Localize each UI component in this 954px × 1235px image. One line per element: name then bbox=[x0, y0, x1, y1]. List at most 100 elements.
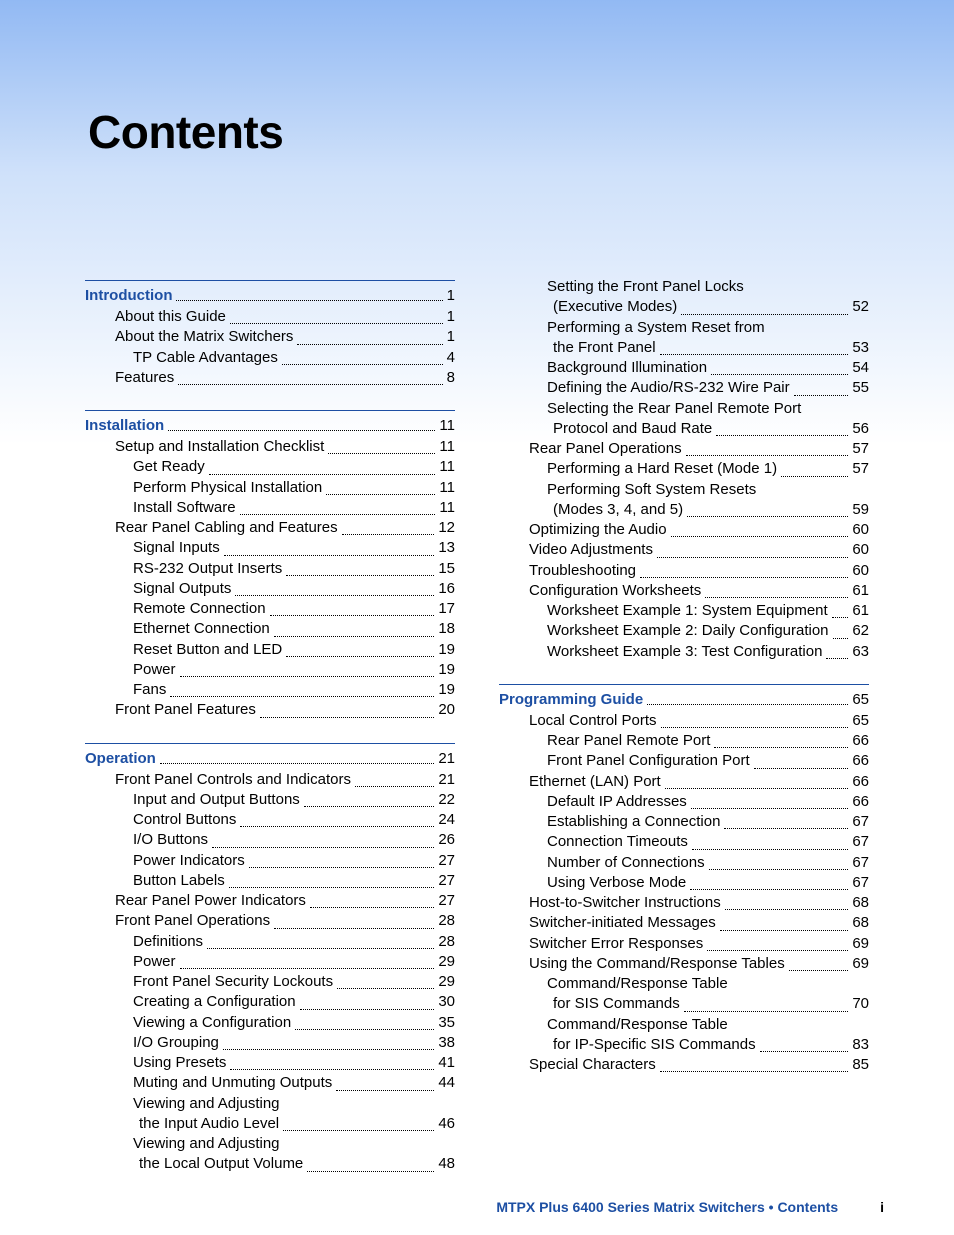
toc-entry[interactable]: Front Panel Configuration Port66 bbox=[499, 751, 869, 771]
toc-entry[interactable]: Signal Outputs16 bbox=[85, 579, 455, 599]
toc-entry[interactable]: Defining the Audio/RS-232 Wire Pair55 bbox=[499, 378, 869, 398]
toc-entry[interactable]: Rear Panel Cabling and Features12 bbox=[85, 518, 455, 538]
toc-entry[interactable]: for SIS Commands70 bbox=[499, 994, 869, 1014]
toc-entry-label: Rear Panel Operations bbox=[529, 439, 682, 459]
toc-section-heading[interactable]: Programming Guide65 bbox=[499, 691, 869, 708]
toc-entry[interactable]: Front Panel Features20 bbox=[85, 700, 455, 720]
toc-entry-page: 28 bbox=[438, 911, 455, 931]
toc-entry-label: Using the Command/Response Tables bbox=[529, 954, 785, 974]
toc-entry[interactable]: Performing Soft System Resets bbox=[499, 480, 869, 500]
toc-entry[interactable]: Power Indicators27 bbox=[85, 851, 455, 871]
toc-entries: Front Panel Controls and Indicators21Inp… bbox=[85, 770, 455, 1175]
toc-entry[interactable]: Default IP Addresses66 bbox=[499, 792, 869, 812]
toc-entry[interactable]: Viewing and Adjusting bbox=[85, 1134, 455, 1154]
toc-entry[interactable]: Worksheet Example 2: Daily Configuration… bbox=[499, 621, 869, 641]
toc-entry[interactable]: Rear Panel Power Indicators27 bbox=[85, 891, 455, 911]
toc-section-label: Installation bbox=[85, 417, 164, 434]
toc-leader-dots bbox=[170, 696, 434, 697]
toc-entry[interactable]: Ethernet Connection18 bbox=[85, 619, 455, 639]
toc-entry[interactable]: Setup and Installation Checklist11 bbox=[85, 437, 455, 457]
toc-entry[interactable]: Worksheet Example 1: System Equipment61 bbox=[499, 601, 869, 621]
toc-entry[interactable]: Button Labels27 bbox=[85, 871, 455, 891]
toc-entry-label: Defining the Audio/RS-232 Wire Pair bbox=[547, 378, 790, 398]
toc-entry[interactable]: Remote Connection17 bbox=[85, 599, 455, 619]
toc-entry[interactable]: Special Characters85 bbox=[499, 1055, 869, 1075]
toc-entry[interactable]: Power29 bbox=[85, 952, 455, 972]
toc-entry[interactable]: Viewing a Configuration35 bbox=[85, 1013, 455, 1033]
toc-entry[interactable]: Optimizing the Audio60 bbox=[499, 520, 869, 540]
toc-entry[interactable]: I/O Buttons26 bbox=[85, 830, 455, 850]
toc-section-heading[interactable]: Installation11 bbox=[85, 417, 455, 434]
toc-entry[interactable]: Video Adjustments60 bbox=[499, 540, 869, 560]
toc-entry[interactable]: Input and Output Buttons22 bbox=[85, 790, 455, 810]
toc-entry-page: 11 bbox=[439, 498, 455, 518]
toc-entry[interactable]: Rear Panel Remote Port66 bbox=[499, 731, 869, 751]
toc-entry[interactable]: Get Ready11 bbox=[85, 457, 455, 477]
toc-entry[interactable]: Using Verbose Mode67 bbox=[499, 873, 869, 893]
toc-section-heading[interactable]: Introduction1 bbox=[85, 287, 455, 304]
toc-entry-page: 69 bbox=[852, 934, 869, 954]
toc-entry[interactable]: Using Presets41 bbox=[85, 1053, 455, 1073]
toc-entry[interactable]: Switcher Error Responses69 bbox=[499, 934, 869, 954]
toc-entry[interactable]: Protocol and Baud Rate56 bbox=[499, 419, 869, 439]
toc-entry[interactable]: Setting the Front Panel Locks bbox=[499, 277, 869, 297]
toc-entry[interactable]: Features8 bbox=[85, 368, 455, 388]
toc-entry[interactable]: Viewing and Adjusting bbox=[85, 1094, 455, 1114]
toc-entry-label: Viewing a Configuration bbox=[133, 1013, 291, 1033]
toc-entry[interactable]: Local Control Ports65 bbox=[499, 711, 869, 731]
toc-entry[interactable]: Front Panel Security Lockouts29 bbox=[85, 972, 455, 992]
toc-entry[interactable]: RS-232 Output Inserts15 bbox=[85, 559, 455, 579]
toc-entry-label: Background Illumination bbox=[547, 358, 707, 378]
toc-entry[interactable]: Performing a Hard Reset (Mode 1)57 bbox=[499, 459, 869, 479]
toc-entry[interactable]: Command/Response Table bbox=[499, 974, 869, 994]
toc-entry[interactable]: the Input Audio Level46 bbox=[85, 1114, 455, 1134]
toc-entry[interactable]: Definitions28 bbox=[85, 932, 455, 952]
toc-entry-label: (Modes 3, 4, and 5) bbox=[553, 500, 683, 520]
toc-entry-label: I/O Buttons bbox=[133, 830, 208, 850]
toc-entry[interactable]: Perform Physical Installation11 bbox=[85, 478, 455, 498]
toc-entry[interactable]: Troubleshooting60 bbox=[499, 561, 869, 581]
toc-entry[interactable]: Fans19 bbox=[85, 680, 455, 700]
toc-entry[interactable]: TP Cable Advantages4 bbox=[85, 348, 455, 368]
toc-entry[interactable]: Muting and Unmuting Outputs44 bbox=[85, 1073, 455, 1093]
toc-entry[interactable]: Ethernet (LAN) Port66 bbox=[499, 772, 869, 792]
toc-section-label: Programming Guide bbox=[499, 691, 643, 708]
toc-entry[interactable]: (Executive Modes)52 bbox=[499, 297, 869, 317]
toc-entry[interactable]: Install Software11 bbox=[85, 498, 455, 518]
toc-entry-label: (Executive Modes) bbox=[553, 297, 677, 317]
toc-entry[interactable]: (Modes 3, 4, and 5)59 bbox=[499, 500, 869, 520]
toc-entry-label: Video Adjustments bbox=[529, 540, 653, 560]
toc-entry[interactable]: Switcher-initiated Messages68 bbox=[499, 913, 869, 933]
toc-entry[interactable]: Selecting the Rear Panel Remote Port bbox=[499, 399, 869, 419]
toc-entry[interactable]: Connection Timeouts67 bbox=[499, 832, 869, 852]
toc-entry[interactable]: Command/Response Table bbox=[499, 1015, 869, 1035]
toc-entry-label: Switcher-initiated Messages bbox=[529, 913, 716, 933]
toc-entry[interactable]: Configuration Worksheets61 bbox=[499, 581, 869, 601]
toc-entry[interactable]: I/O Grouping38 bbox=[85, 1033, 455, 1053]
toc-entry-label: Selecting the Rear Panel Remote Port bbox=[547, 399, 801, 419]
toc-entry[interactable]: the Local Output Volume48 bbox=[85, 1154, 455, 1174]
toc-entry[interactable]: Performing a System Reset from bbox=[499, 318, 869, 338]
toc-entry[interactable]: for IP-Specific SIS Commands83 bbox=[499, 1035, 869, 1055]
toc-entry[interactable]: Worksheet Example 3: Test Configuration6… bbox=[499, 642, 869, 662]
toc-entry[interactable]: the Front Panel53 bbox=[499, 338, 869, 358]
toc-entry[interactable]: Control Buttons24 bbox=[85, 810, 455, 830]
toc-entry[interactable]: Front Panel Controls and Indicators21 bbox=[85, 770, 455, 790]
toc-entry[interactable]: Host-to-Switcher Instructions68 bbox=[499, 893, 869, 913]
toc-entry[interactable]: Number of Connections67 bbox=[499, 853, 869, 873]
toc-section-heading[interactable]: Operation21 bbox=[85, 750, 455, 767]
toc-entry-label: Default IP Addresses bbox=[547, 792, 687, 812]
toc-entry[interactable]: Signal Inputs13 bbox=[85, 538, 455, 558]
toc-entry[interactable]: Using the Command/Response Tables69 bbox=[499, 954, 869, 974]
toc-entry[interactable]: Reset Button and LED19 bbox=[85, 640, 455, 660]
toc-entry[interactable]: About the Matrix Switchers1 bbox=[85, 327, 455, 347]
toc-entry-label: Performing a System Reset from bbox=[547, 318, 765, 338]
toc-entry[interactable]: Background Illumination54 bbox=[499, 358, 869, 378]
toc-entry[interactable]: Power19 bbox=[85, 660, 455, 680]
toc-entry[interactable]: About this Guide1 bbox=[85, 307, 455, 327]
toc-entry[interactable]: Creating a Configuration30 bbox=[85, 992, 455, 1012]
toc-entry[interactable]: Establishing a Connection67 bbox=[499, 812, 869, 832]
toc-entry[interactable]: Rear Panel Operations57 bbox=[499, 439, 869, 459]
toc-entry[interactable]: Front Panel Operations28 bbox=[85, 911, 455, 931]
toc-section: Installation11Setup and Installation Che… bbox=[85, 410, 455, 721]
